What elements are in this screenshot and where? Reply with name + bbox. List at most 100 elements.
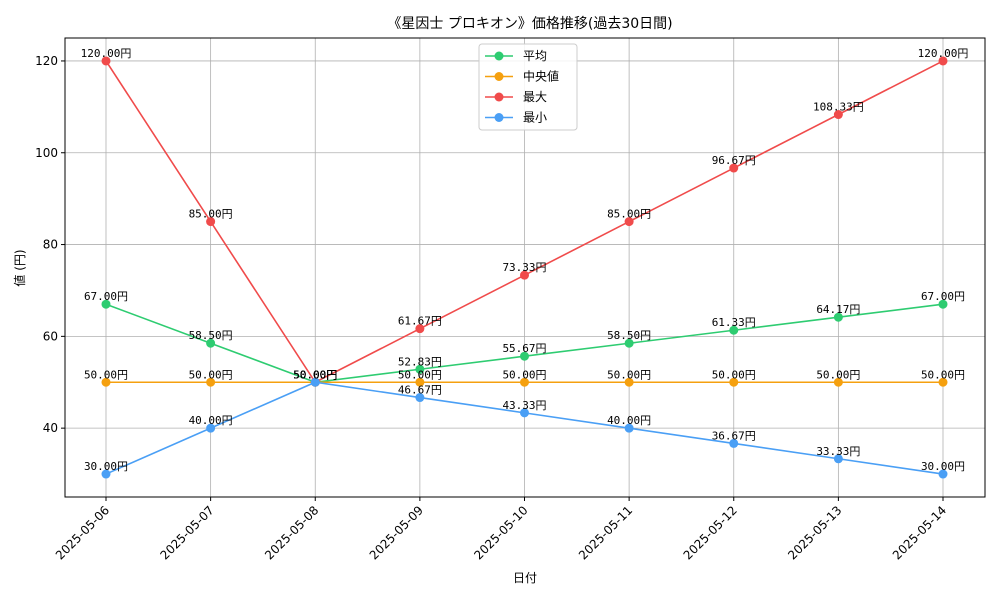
y-tick-label: 60 — [43, 329, 58, 343]
data-label: 50.00円 — [293, 368, 337, 381]
data-label: 50.00円 — [293, 368, 337, 381]
data-label: 73.33円 — [502, 261, 546, 274]
series-3 — [101, 377, 948, 479]
data-point — [415, 364, 425, 374]
legend-label: 平均 — [523, 49, 547, 63]
data-label: 30.00円 — [921, 460, 965, 473]
data-label: 46.67円 — [398, 384, 442, 397]
data-point — [206, 377, 216, 387]
data-label: 50.00円 — [293, 368, 337, 381]
x-tick-label: 2025-05-06 — [53, 503, 112, 562]
data-label: 40.00円 — [607, 414, 651, 427]
data-label: 96.67円 — [712, 154, 756, 167]
data-point — [415, 377, 425, 387]
data-point — [624, 217, 634, 227]
legend-item: 最小 — [485, 111, 547, 125]
x-tick-label: 2025-05-07 — [158, 503, 217, 562]
data-point — [101, 469, 111, 479]
y-axis-ticks: 40 60 80 100 120 — [35, 54, 65, 435]
x-tick-label: 2025-05-09 — [367, 503, 426, 562]
y-axis-label: 値 (円) — [12, 249, 27, 286]
data-label: 33.33円 — [816, 445, 860, 458]
x-tick-label: 2025-05-14 — [890, 503, 949, 562]
data-label: 58.50円 — [189, 329, 233, 342]
data-point — [415, 324, 425, 334]
legend-marker — [494, 72, 504, 81]
data-point — [729, 325, 739, 335]
data-label: 50.00円 — [84, 368, 128, 381]
legend-label: 中央値 — [523, 69, 559, 84]
data-label: 50.00円 — [189, 368, 233, 381]
data-point — [520, 377, 529, 387]
data-label: 50.00円 — [398, 368, 442, 381]
x-tick-label: 2025-05-08 — [262, 503, 321, 562]
data-label: 43.33円 — [502, 399, 546, 412]
legend-item: 最大 — [485, 90, 547, 104]
legend-item: 平均 — [485, 49, 547, 63]
data-label: 108.33円 — [813, 101, 864, 114]
legend-item: 中央値 — [485, 69, 559, 84]
data-point — [833, 454, 843, 464]
data-label: 50.00円 — [502, 368, 546, 381]
data-label: 50.00円 — [921, 368, 965, 381]
x-axis-ticks: 2025-05-06 2025-05-07 2025-05-08 2025-05-09… — [53, 497, 949, 562]
y-tick-label: 100 — [35, 146, 58, 160]
data-label: 50.00円 — [293, 368, 337, 381]
data-point — [520, 408, 529, 418]
x-tick-label: 2025-05-13 — [785, 503, 844, 562]
x-tick-label: 2025-05-10 — [471, 503, 530, 562]
series-2 — [101, 56, 948, 387]
data-label: 85.00円 — [607, 208, 651, 221]
data-point — [624, 377, 634, 387]
data-point — [520, 270, 529, 280]
data-label: 120.00円 — [81, 47, 132, 60]
data-point — [101, 377, 111, 387]
series-0 — [101, 299, 948, 387]
data-point — [938, 377, 948, 387]
data-point — [729, 377, 739, 387]
data-point — [833, 312, 843, 322]
data-label: 85.00円 — [189, 208, 233, 221]
x-tick-label: 2025-05-12 — [681, 503, 740, 562]
y-tick-label: 120 — [35, 54, 58, 68]
data-point — [833, 377, 843, 387]
data-point — [729, 438, 739, 448]
data-label: 58.50円 — [607, 329, 651, 342]
legend-box — [478, 43, 578, 131]
data-point — [310, 377, 320, 387]
data-point — [833, 110, 843, 120]
data-point — [415, 393, 425, 403]
data-point — [206, 338, 216, 348]
data-label: 67.00円 — [84, 290, 128, 303]
data-label: 50.00円 — [607, 368, 651, 381]
data-label: 55.67円 — [502, 342, 546, 355]
data-point — [624, 338, 634, 348]
data-label: 30.00円 — [84, 460, 128, 473]
legend-marker — [494, 113, 504, 122]
y-tick-label: 40 — [43, 421, 58, 435]
legend-label: 最小 — [523, 111, 547, 125]
data-label: 40.00円 — [189, 414, 233, 427]
x-axis-label: 日付 — [513, 571, 537, 585]
data-label: 52.83円 — [398, 355, 442, 368]
data-point — [206, 423, 216, 433]
data-label: 50.00円 — [712, 368, 756, 381]
data-point — [206, 217, 216, 227]
data-label: 50.00円 — [816, 368, 860, 381]
data-label: 36.67円 — [712, 429, 756, 442]
data-point — [624, 423, 634, 433]
data-label: 67.00円 — [921, 290, 965, 303]
data-point — [101, 56, 111, 66]
data-point — [520, 351, 529, 361]
legend-marker — [494, 51, 504, 61]
data-label: 120.00円 — [918, 47, 969, 60]
data-point — [938, 56, 948, 66]
chart-title: 《星因士 プロキオン》価格推移(過去30日間) — [387, 16, 672, 32]
y-tick-label: 80 — [43, 238, 58, 252]
data-label: 61.67円 — [398, 315, 442, 328]
data-label: 61.33円 — [712, 316, 756, 329]
series — [101, 56, 948, 479]
data-label: 64.17円 — [816, 303, 860, 316]
